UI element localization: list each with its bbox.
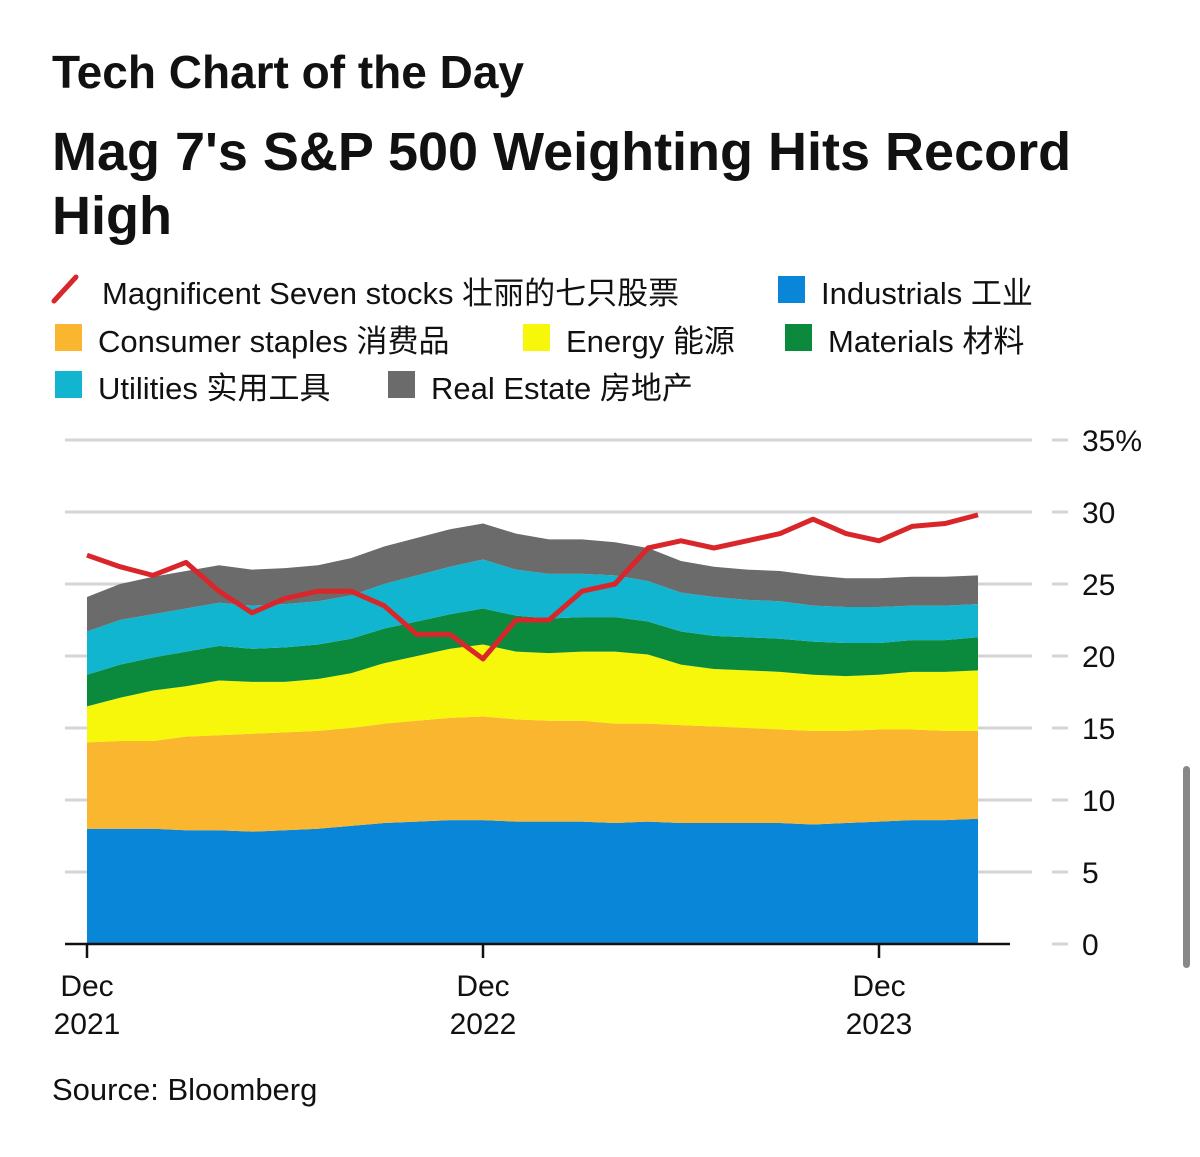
legend-label: Real Estate 房地产: [431, 371, 693, 406]
area-1: [87, 818, 978, 944]
legend-marker: [778, 276, 805, 303]
legend-marker: [51, 274, 79, 304]
x-tick-label: 2022: [450, 1008, 517, 1041]
x-tick-label: Dec: [852, 970, 905, 1003]
line-0: [86, 512, 979, 662]
y-tick-label: 5: [1082, 857, 1099, 890]
y-tick-label: 25: [1082, 569, 1115, 602]
legend-marker: [388, 371, 415, 398]
legend-marker: [55, 371, 82, 398]
chart-title: High: [52, 186, 172, 246]
source: Source: Bloomberg: [52, 1072, 317, 1107]
scrollbar: [1183, 766, 1190, 968]
y-tick-label: 30: [1082, 497, 1115, 530]
legend-label: Energy 能源: [566, 324, 735, 359]
legend-marker: [523, 324, 550, 351]
y-tick-label: 20: [1082, 641, 1115, 674]
legend-label: Materials 材料: [828, 324, 1024, 359]
y-tick-label: 10: [1082, 785, 1115, 818]
chart-title: Mag 7's S&P 500 Weighting Hits Record: [52, 122, 1071, 182]
area-4: [87, 608, 978, 707]
legend-label: Consumer staples 消费品: [98, 324, 449, 359]
legend-label: Industrials 工业: [821, 276, 1033, 311]
y-tick-label: 35%: [1082, 425, 1142, 458]
x-tick-label: 2021: [54, 1008, 121, 1041]
header: Tech Chart of the Day: [52, 46, 524, 98]
legend-label: Utilities 实用工具: [98, 371, 331, 406]
y-tick-label: 15: [1082, 713, 1115, 746]
x-tick-label: Dec: [456, 970, 509, 1003]
area-5: [87, 559, 978, 675]
legend-label: Magnificent Seven stocks 壮丽的七只股票: [102, 276, 679, 311]
y-tick-label: 0: [1082, 929, 1099, 962]
area-3: [87, 644, 978, 743]
legend-marker: [55, 324, 82, 351]
area-6: [87, 523, 978, 632]
legend-marker: [785, 324, 812, 351]
x-tick-label: 2023: [846, 1008, 913, 1041]
x-tick-label: Dec: [60, 970, 113, 1003]
area-2: [87, 716, 978, 832]
